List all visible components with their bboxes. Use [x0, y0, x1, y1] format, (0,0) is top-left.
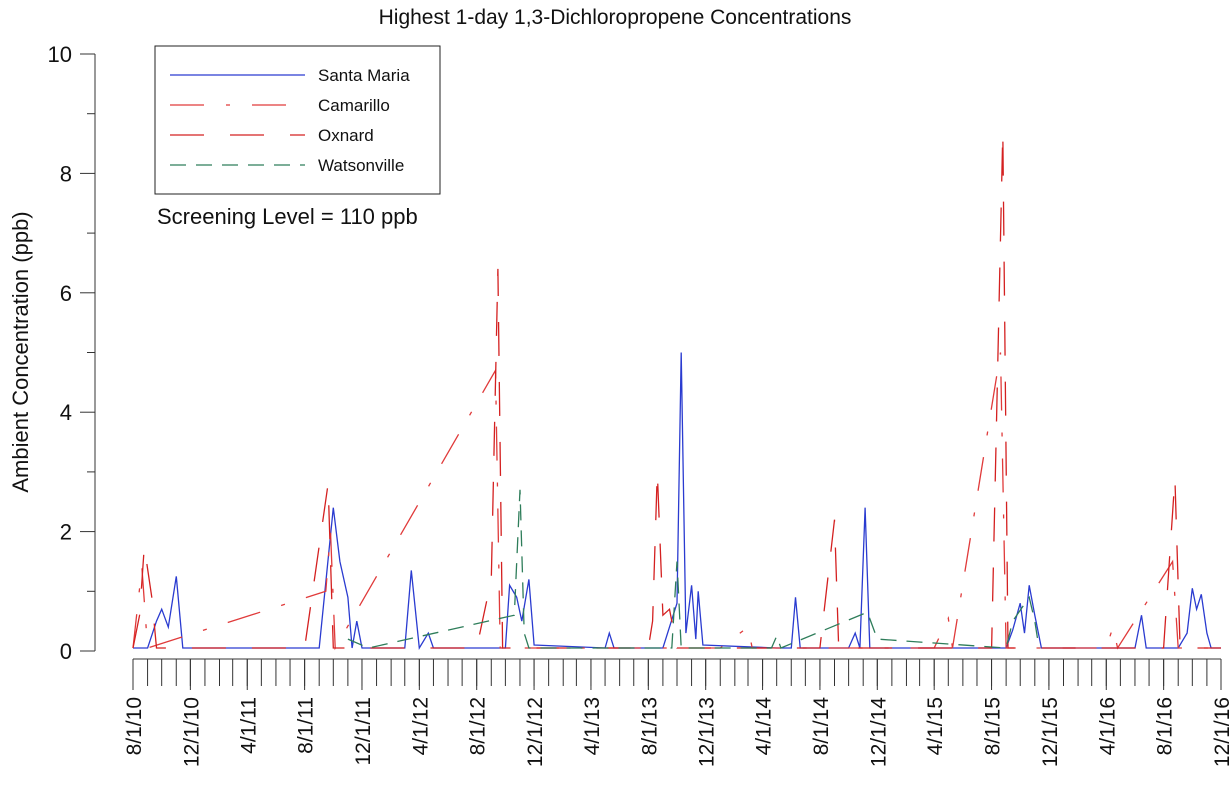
y-tick-label: 6	[60, 281, 72, 306]
x-tick-label: 4/1/14	[753, 697, 776, 756]
x-tick-label: 4/1/11	[237, 697, 260, 754]
series-line	[133, 352, 1221, 650]
x-tick-label: 8/1/16	[1154, 697, 1177, 755]
y-tick-label: 0	[60, 639, 72, 664]
legend-box	[154, 45, 441, 195]
x-tick-label: 4/1/13	[581, 697, 604, 755]
x-tick-label: 8/1/15	[982, 697, 1005, 755]
y-tick-label: 8	[60, 161, 72, 186]
x-tick-label: 12/1/13	[696, 697, 719, 767]
y-tick-label: 2	[60, 520, 72, 545]
x-tick-label: 12/1/15	[1039, 697, 1062, 767]
series-line	[132, 352, 1221, 651]
x-tick-label: 12/1/10	[180, 697, 203, 767]
annotation: Screening Level = 110 ppb	[157, 204, 418, 229]
x-tick-label: 8/1/12	[467, 697, 490, 755]
chart-title: Highest 1-day 1,3-Dichloropropene Concen…	[379, 6, 852, 29]
y-axis-label: Ambient Concentration (ppb)	[8, 211, 33, 492]
legend-label: Oxnard	[318, 126, 374, 145]
legend-label: Santa Maria	[318, 66, 410, 85]
x-tick-label: 8/1/14	[810, 697, 833, 756]
x-tick-label: 8/1/10	[123, 697, 146, 755]
x-tick-label: 4/1/12	[409, 697, 432, 755]
x-tick-label: 8/1/13	[638, 697, 661, 755]
x-tick-label: 12/1/12	[524, 697, 547, 767]
series-line	[347, 489, 1040, 649]
x-tick-label: 12/1/16	[1211, 697, 1230, 767]
y-tick-label: 4	[60, 400, 72, 425]
series-line	[132, 131, 1221, 649]
legend-label: Watsonville	[318, 156, 404, 175]
y-tick-label: 10	[48, 42, 72, 67]
x-tick-label: 4/1/15	[924, 697, 947, 755]
x-tick-label: 12/1/14	[867, 697, 890, 767]
x-tick-label: 8/1/11	[295, 697, 318, 754]
legend-label: Camarillo	[318, 96, 390, 115]
x-tick-label: 4/1/16	[1096, 697, 1119, 755]
x-tick-label: 12/1/11	[352, 697, 375, 766]
